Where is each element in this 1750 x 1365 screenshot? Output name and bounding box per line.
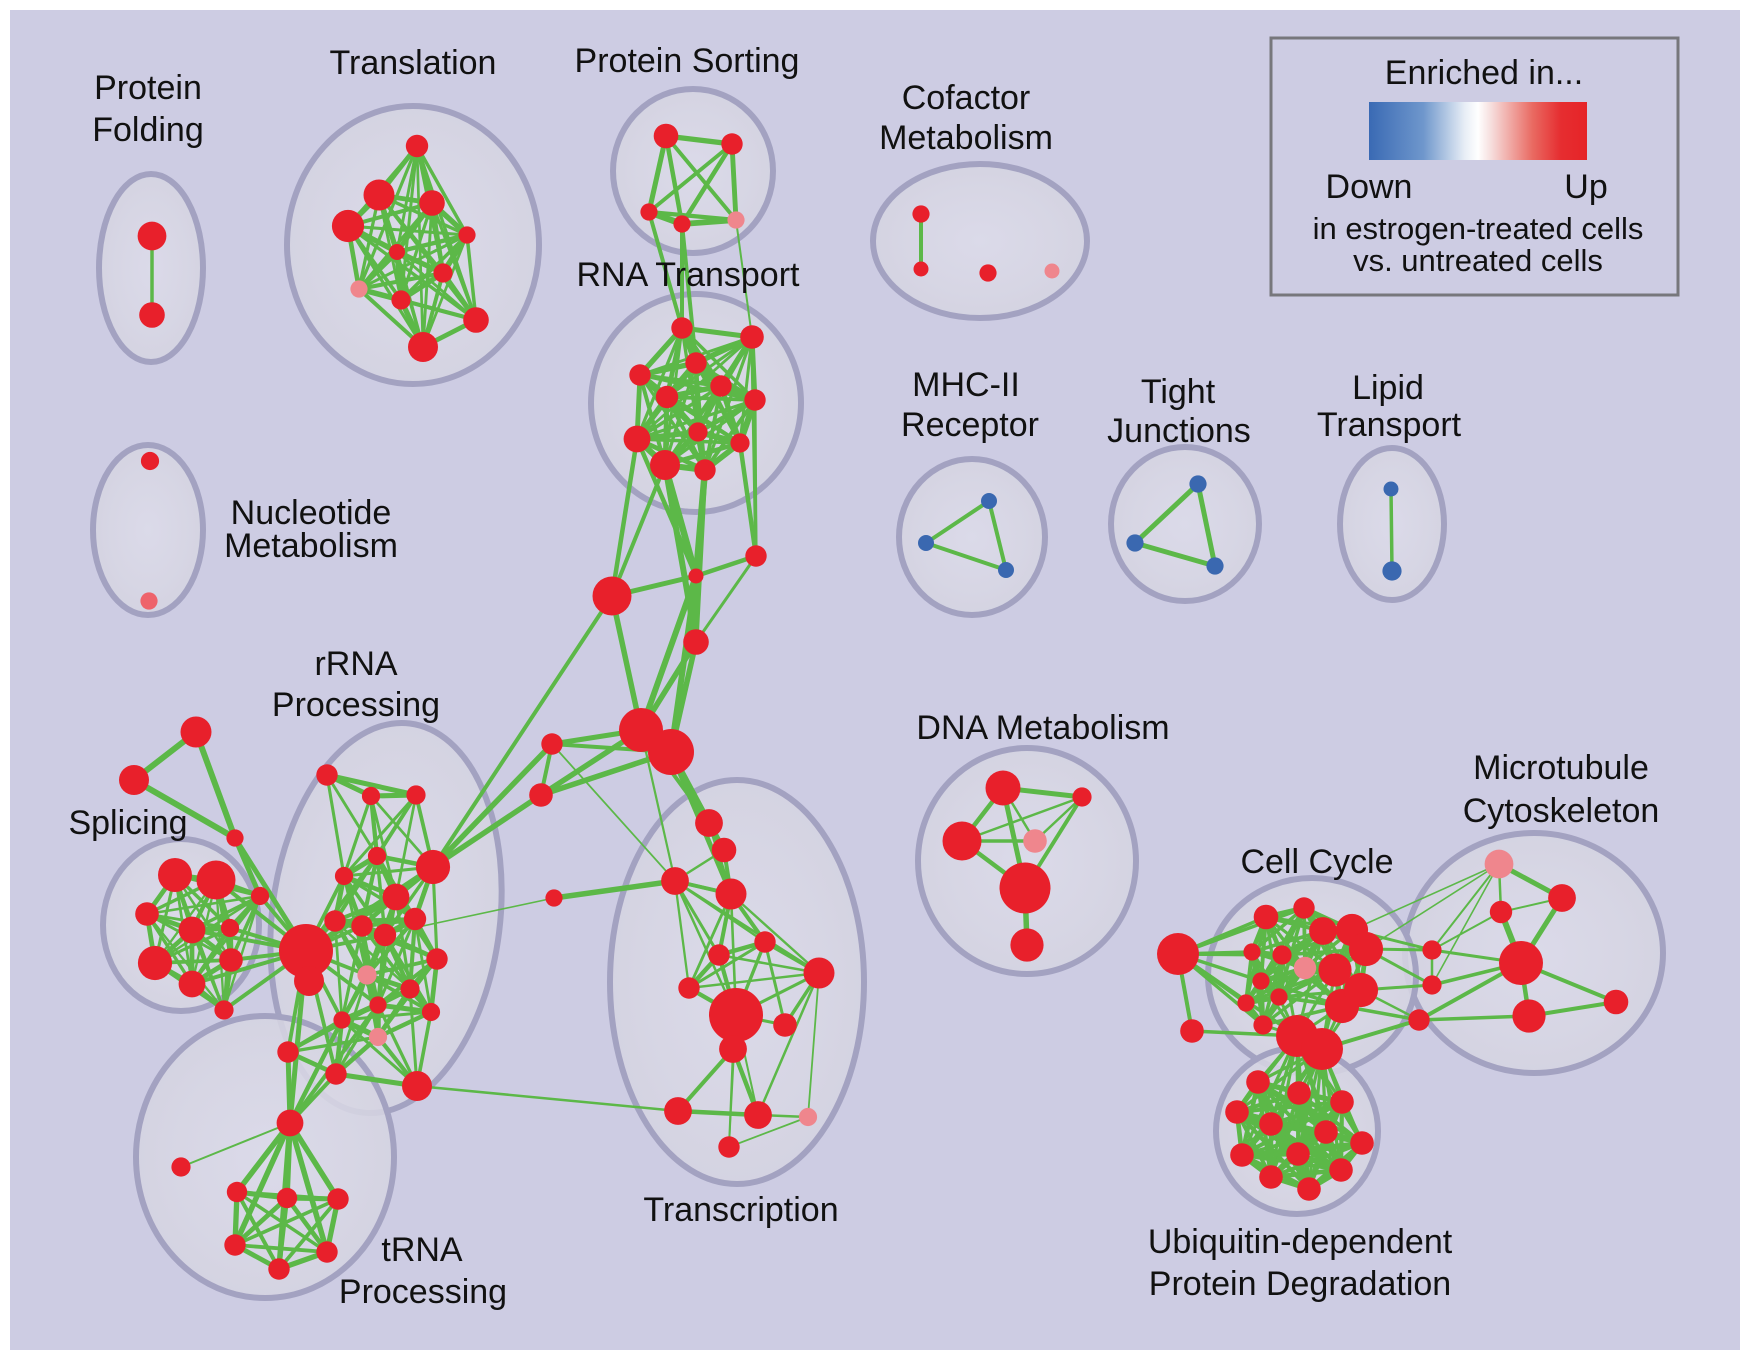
svg-text:Enriched in...: Enriched in... [1385,54,1583,92]
svg-text:Up: Up [1564,168,1607,206]
svg-text:Translation: Translation [330,44,497,82]
svg-text:Cytoskeleton: Cytoskeleton [1463,792,1660,830]
svg-text:Protein Sorting: Protein Sorting [575,42,800,80]
svg-text:Nucleotide: Nucleotide [231,494,392,532]
svg-text:Cell Cycle: Cell Cycle [1240,843,1393,881]
svg-text:Junctions: Junctions [1107,412,1251,450]
svg-text:Protein Degradation: Protein Degradation [1149,1265,1451,1303]
svg-text:Microtubule: Microtubule [1473,749,1649,787]
svg-text:tRNA: tRNA [381,1231,463,1269]
svg-text:Transcription: Transcription [643,1191,838,1229]
svg-text:Folding: Folding [92,111,204,149]
svg-text:RNA Transport: RNA Transport [577,256,801,294]
svg-text:Lipid: Lipid [1352,369,1424,407]
svg-text:Splicing: Splicing [68,804,187,842]
svg-text:Ubiquitin-dependent: Ubiquitin-dependent [1148,1223,1453,1261]
svg-text:Processing: Processing [339,1273,507,1311]
svg-text:Protein: Protein [94,69,202,107]
svg-text:in estrogen-treated cells: in estrogen-treated cells [1313,211,1644,246]
svg-text:MHC-II: MHC-II [912,366,1020,404]
svg-text:Cofactor: Cofactor [902,79,1031,117]
svg-text:Metabolism: Metabolism [879,119,1053,157]
svg-text:Tight: Tight [1141,373,1216,411]
svg-text:vs. untreated cells: vs. untreated cells [1353,243,1603,278]
svg-text:Processing: Processing [272,686,440,724]
svg-text:Receptor: Receptor [901,406,1039,444]
svg-text:rRNA: rRNA [314,645,397,683]
svg-text:Transport: Transport [1317,406,1462,444]
svg-text:Metabolism: Metabolism [224,527,398,565]
svg-text:DNA Metabolism: DNA Metabolism [916,709,1169,747]
svg-text:Down: Down [1326,168,1413,206]
